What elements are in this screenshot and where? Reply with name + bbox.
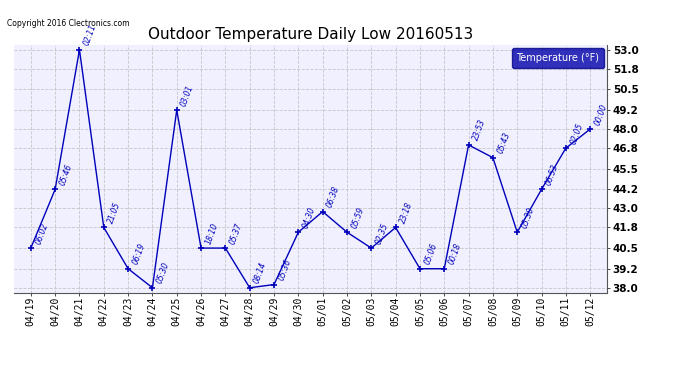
Text: 23:18: 23:18 xyxy=(398,201,415,225)
Text: 05:46: 05:46 xyxy=(58,163,74,187)
Text: 04:30: 04:30 xyxy=(301,206,317,230)
Title: Outdoor Temperature Daily Low 20160513: Outdoor Temperature Daily Low 20160513 xyxy=(148,27,473,42)
Text: 05:36: 05:36 xyxy=(277,258,293,282)
Text: 02:35: 02:35 xyxy=(374,221,390,245)
Text: 23:53: 23:53 xyxy=(471,118,487,142)
Text: 02:05: 02:05 xyxy=(569,122,584,146)
Text: 00:00: 00:00 xyxy=(593,102,609,126)
Text: 08:14: 08:14 xyxy=(253,261,268,285)
Text: 05:37: 05:37 xyxy=(228,221,244,245)
Text: Copyright 2016 Clectronics.com: Copyright 2016 Clectronics.com xyxy=(7,19,130,28)
Text: 05:43: 05:43 xyxy=(495,131,512,155)
Text: 06:38: 06:38 xyxy=(326,185,342,209)
Text: 02:11: 02:11 xyxy=(82,23,98,47)
Text: 06:53: 06:53 xyxy=(544,163,560,187)
Text: 00:18: 00:18 xyxy=(447,242,463,266)
Text: 05:59: 05:59 xyxy=(350,206,366,230)
Text: 06:19: 06:19 xyxy=(131,242,147,266)
Text: 06:02: 06:02 xyxy=(34,221,50,245)
Text: 05:30: 05:30 xyxy=(520,206,536,230)
Text: 05:06: 05:06 xyxy=(423,242,439,266)
Text: 18:10: 18:10 xyxy=(204,221,220,245)
Legend: Temperature (°F): Temperature (°F) xyxy=(511,48,604,68)
Text: 03:01: 03:01 xyxy=(179,83,195,107)
Text: 05:30: 05:30 xyxy=(155,261,171,285)
Text: 21:05: 21:05 xyxy=(106,201,123,225)
